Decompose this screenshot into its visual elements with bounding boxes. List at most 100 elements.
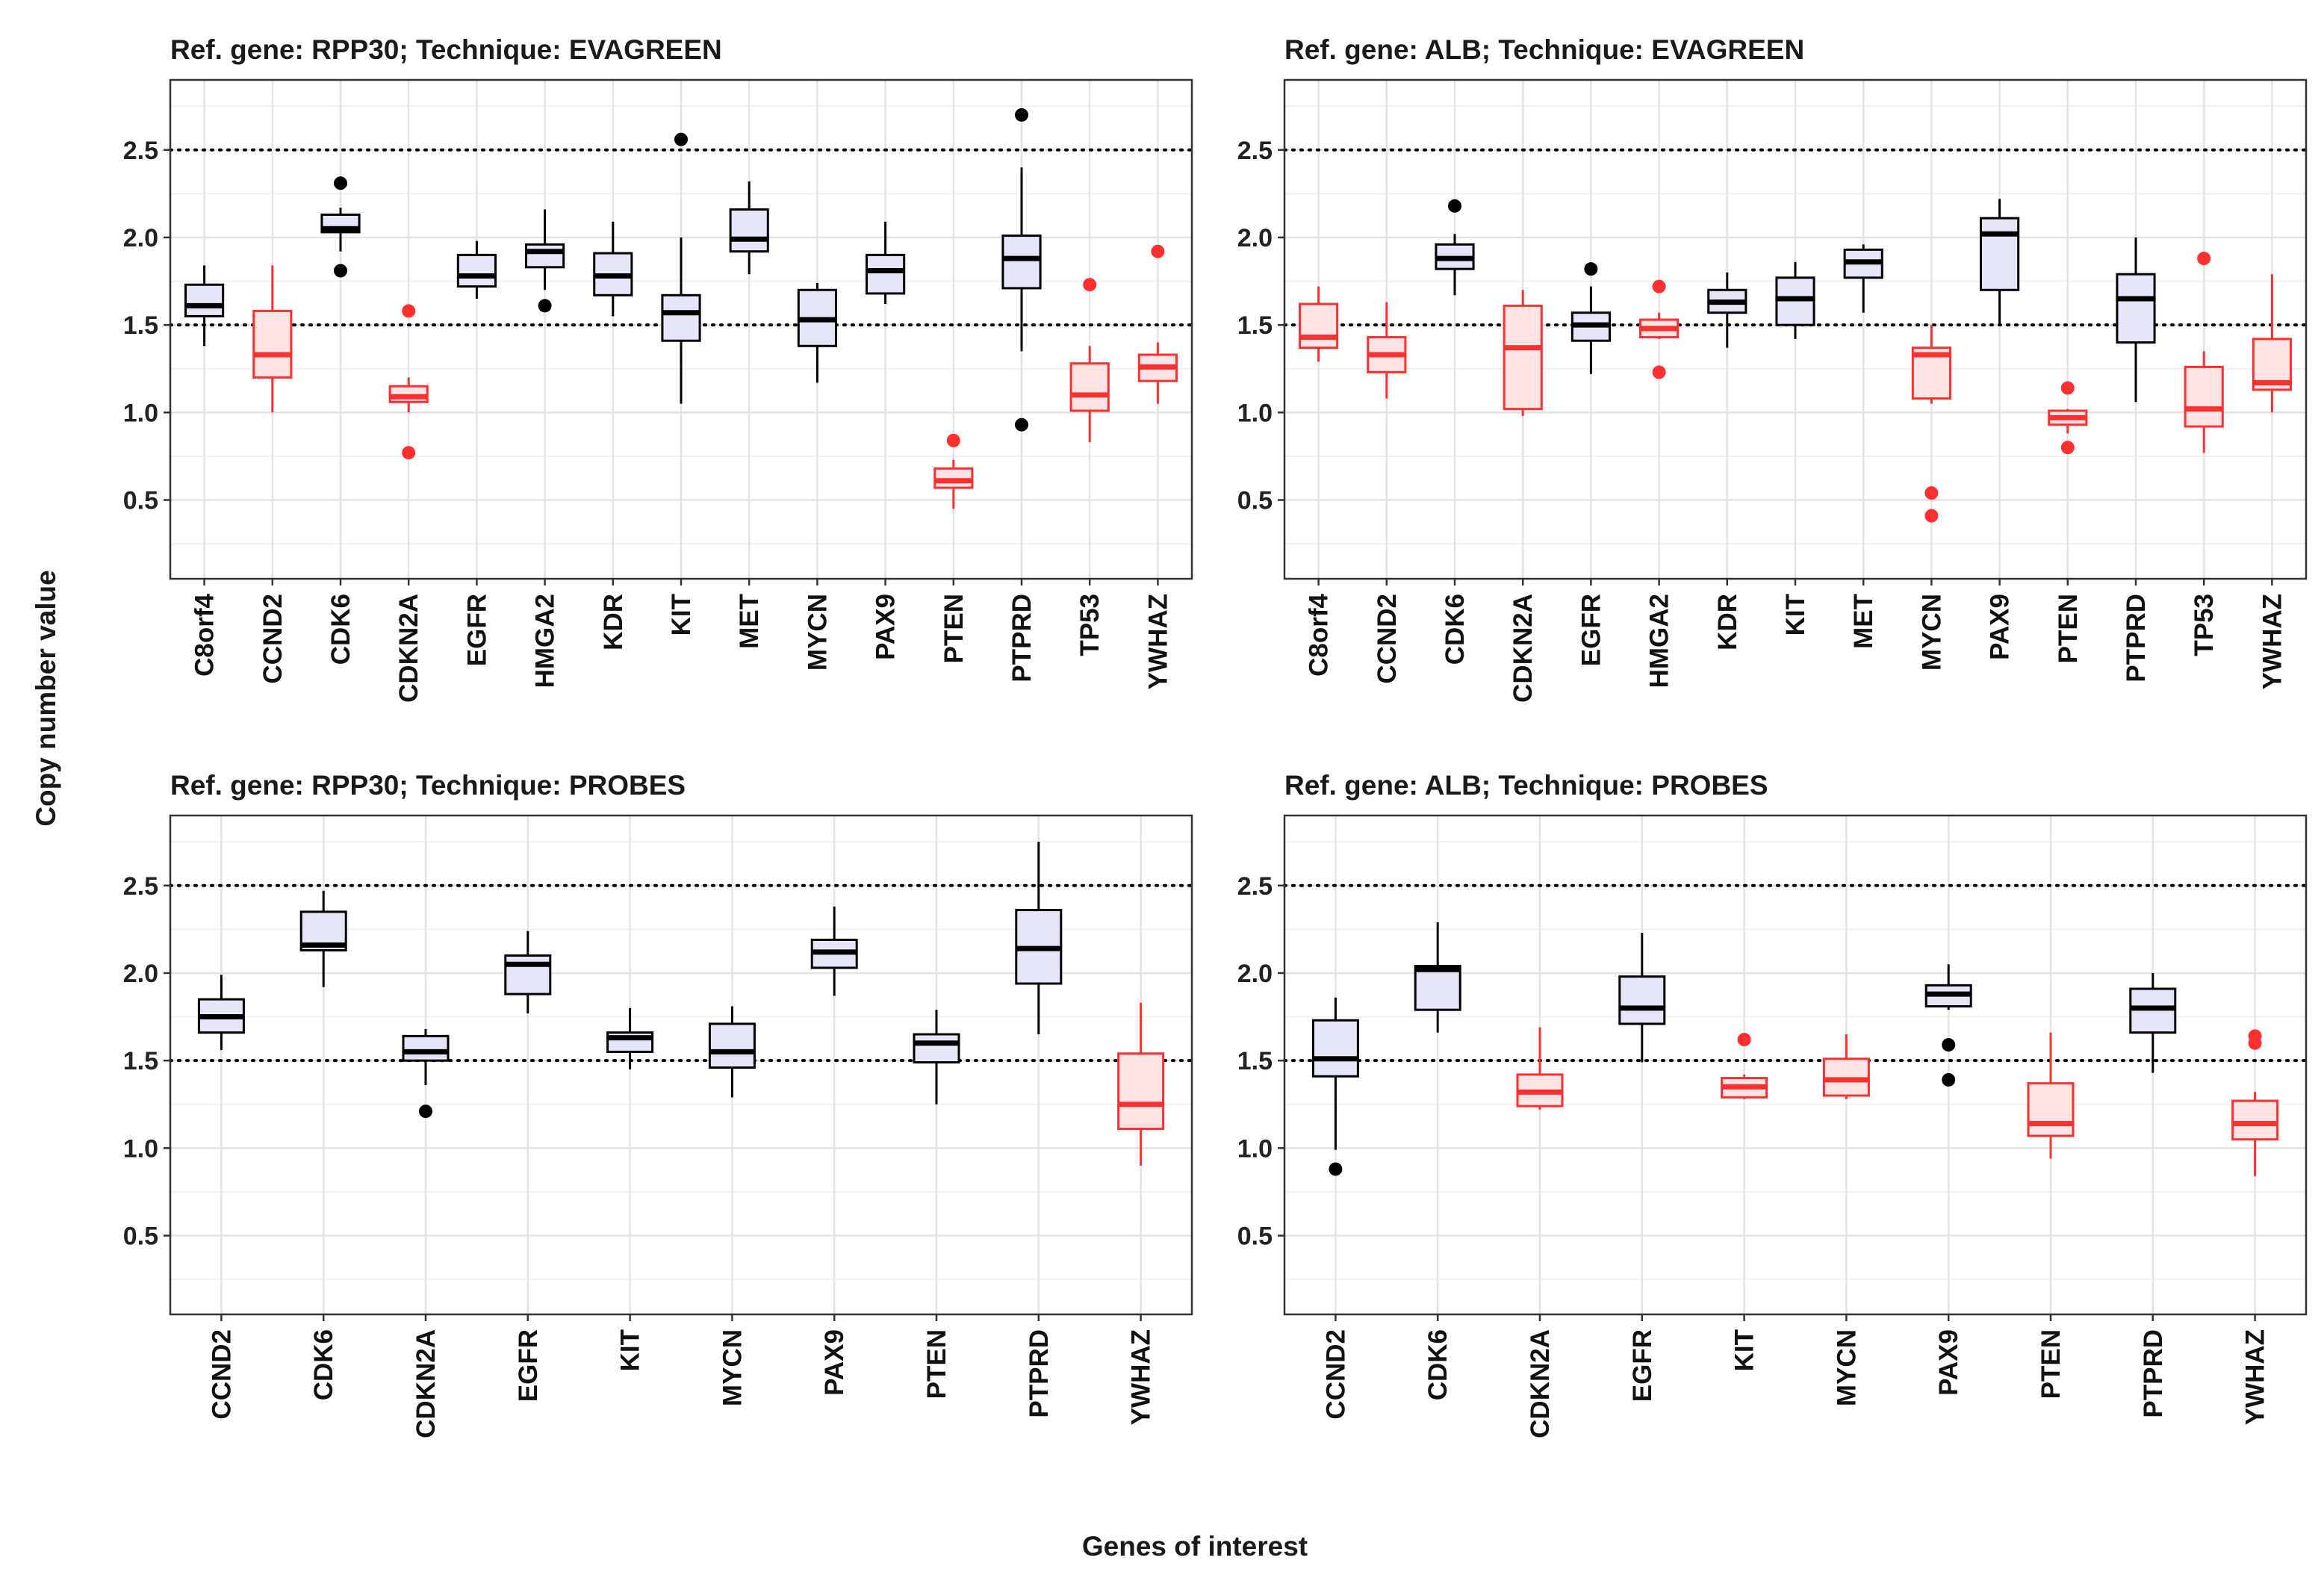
outlier-point — [1942, 1038, 1956, 1052]
y-tick-label: 2.0 — [123, 224, 158, 252]
box-body — [504, 954, 552, 995]
box-PTPRD — [1001, 108, 1042, 432]
x-tick-label: CDK6 — [1423, 1329, 1452, 1400]
outlier-point — [1924, 509, 1939, 523]
y-tick-label: 1.5 — [1237, 311, 1273, 340]
x-tick-label: EGFR — [1628, 1329, 1657, 1402]
box-body — [933, 467, 974, 489]
box-EGFR — [1570, 262, 1611, 374]
x-tick-label: MYCN — [718, 1329, 747, 1406]
x-tick-label: CCND2 — [1321, 1329, 1350, 1420]
box-body — [913, 1033, 960, 1063]
box-KIT — [1721, 1033, 1768, 1099]
outlier-point — [1015, 417, 1028, 432]
box-PTPRD — [2116, 237, 2156, 403]
outlier-point — [1083, 278, 1097, 292]
outlier-point — [538, 299, 552, 313]
x-tick-label: KIT — [1730, 1329, 1759, 1371]
y-tick-label: 0.5 — [123, 487, 158, 515]
x-tick-label: YWHAZ — [2258, 594, 2287, 689]
x-tick-label: KIT — [667, 594, 696, 636]
box-body — [866, 253, 906, 295]
outlier-point — [1737, 1033, 1751, 1047]
x-tick-label: CDKN2A — [1526, 1329, 1555, 1438]
box-C8orf4 — [1299, 286, 1339, 362]
box-PTPRD — [2129, 972, 2177, 1073]
box-body — [2027, 1082, 2075, 1137]
y-tick-label: 1.0 — [123, 399, 158, 427]
x-tick-label: CCND2 — [207, 1329, 236, 1420]
outlier-point — [1015, 108, 1028, 122]
x-tick-label: KDR — [1713, 594, 1742, 650]
box-HMGA2 — [525, 209, 565, 313]
box-body — [708, 1022, 756, 1069]
x-tick-label: PAX9 — [1986, 594, 2015, 660]
box-CCND2 — [1311, 997, 1359, 1176]
box-body — [252, 309, 293, 379]
x-tick-label: CCND2 — [258, 594, 288, 684]
box-PTPRD — [1015, 842, 1063, 1034]
box-body — [525, 243, 565, 269]
box-PTEN — [933, 433, 974, 509]
panel-title: Ref. gene: ALB; Technique: PROBES — [1284, 770, 1768, 801]
x-tick-label: CDK6 — [309, 1329, 338, 1400]
outlier-point — [334, 264, 347, 278]
outlier-point — [402, 304, 416, 318]
x-tick-label: PAX9 — [872, 594, 901, 660]
box-CDK6 — [1414, 922, 1461, 1033]
box-body — [1117, 1052, 1165, 1131]
y-tick-label: 0.5 — [1237, 1223, 1273, 1251]
outlier-point — [1924, 486, 1939, 500]
box-PTEN — [913, 1010, 960, 1105]
box-CDKN2A — [1503, 290, 1543, 417]
box-body — [1001, 234, 1042, 290]
x-tick-label: PTPRD — [2139, 1329, 2168, 1418]
x-tick-label: YWHAZ — [1127, 1329, 1156, 1425]
y-tick-label: 2.0 — [1237, 960, 1273, 988]
x-tick-label: PTPRD — [1025, 1329, 1054, 1418]
box-PAX9 — [810, 906, 858, 996]
x-tick-label: MYCN — [803, 594, 832, 671]
x-tick-label: PAX9 — [820, 1329, 849, 1396]
box-PTEN — [2048, 381, 2088, 455]
y-tick-label: 1.0 — [1237, 399, 1273, 427]
panels: Ref. gene: RPP30; Technique: EVAGREEN 0.5… — [123, 34, 2308, 1438]
box-body — [1618, 975, 1666, 1025]
box-YWHAZ — [1117, 1002, 1165, 1166]
box-KIT — [606, 1007, 654, 1069]
x-tick-label: CDKN2A — [1509, 594, 1538, 703]
box-MET — [729, 181, 769, 275]
outlier-point — [1652, 279, 1666, 293]
x-tick-label: CDK6 — [326, 594, 355, 665]
outlier-point — [674, 132, 688, 146]
outlier-point — [1329, 1162, 1343, 1176]
x-tick-label: TP53 — [1075, 594, 1104, 656]
x-tick-label: EGFR — [514, 1329, 543, 1402]
x-tick-label: CDKN2A — [394, 594, 423, 703]
box-body — [729, 208, 769, 253]
box-CDKN2A — [402, 1028, 450, 1119]
x-tick-label: HMGA2 — [1645, 594, 1674, 688]
x-tick-label: PTEN — [922, 1329, 951, 1399]
panel-title: Ref. gene: ALB; Technique: EVAGREEN — [1284, 34, 1804, 65]
x-tick-label: MYCN — [1917, 594, 1946, 671]
y-tick-label: 1.5 — [123, 311, 158, 340]
box-body — [2184, 365, 2224, 428]
outlier-point — [2248, 1036, 2262, 1050]
box-PTEN — [2027, 1032, 2075, 1159]
x-tick-label: PTEN — [2036, 1329, 2066, 1399]
box-KDR — [1707, 272, 1747, 348]
box-body — [456, 253, 497, 288]
x-tick-label: PTPRD — [1007, 594, 1037, 683]
box-body — [184, 283, 225, 317]
box-body — [388, 385, 429, 403]
box-HMGA2 — [1639, 279, 1680, 379]
outlier-point — [2060, 381, 2075, 395]
y-tick-label: 2.5 — [123, 872, 158, 901]
box-C8orf4 — [184, 265, 225, 347]
box-TP53 — [1069, 278, 1110, 443]
box-body — [2129, 987, 2177, 1034]
box-CDK6 — [1435, 199, 1475, 296]
box-MYCN — [1822, 1034, 1870, 1099]
box-PAX9 — [1980, 199, 2020, 326]
